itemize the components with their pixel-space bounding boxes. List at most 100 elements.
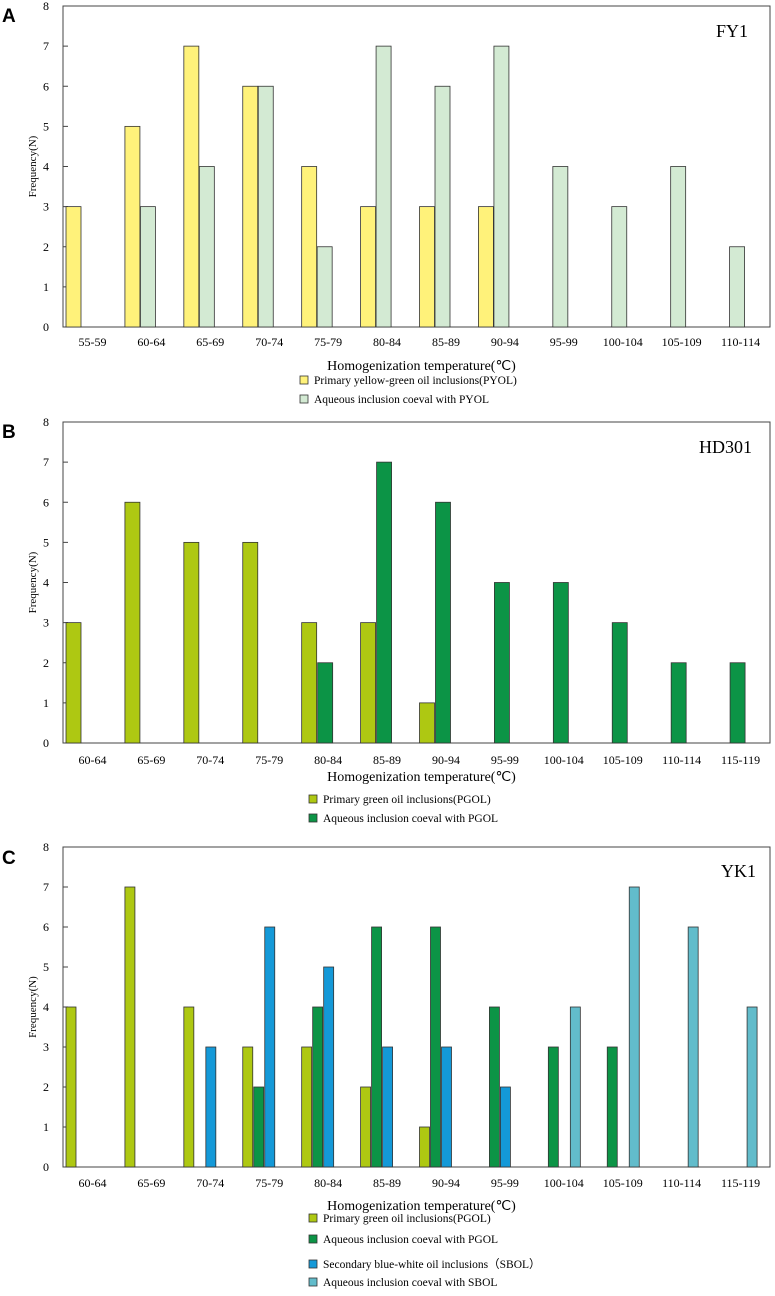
bar-a-s2-100-104 bbox=[611, 206, 628, 328]
well-title: HD301 bbox=[699, 437, 752, 457]
plot-frame bbox=[62, 421, 771, 744]
y-tick-label: 2 bbox=[43, 1080, 49, 1094]
x-tick-label: 100-104 bbox=[603, 335, 643, 349]
bar-b-s1-60-64 bbox=[65, 622, 82, 744]
x-tick-label: 85-89 bbox=[373, 1176, 401, 1190]
y-tick-label: 1 bbox=[43, 280, 49, 294]
plot-frame bbox=[62, 846, 771, 1168]
y-tick-label: 8 bbox=[43, 0, 49, 13]
y-tick-label: 0 bbox=[43, 736, 49, 750]
y-tick-label: 3 bbox=[43, 200, 49, 214]
bar-c-s2-75-79 bbox=[253, 1086, 265, 1168]
x-tick-label: 90-94 bbox=[432, 1176, 460, 1190]
x-tick-label: 100-104 bbox=[544, 753, 584, 767]
bar-a-s2-60-64 bbox=[140, 206, 156, 328]
x-tick-label: 110-114 bbox=[721, 335, 760, 349]
x-tick-label: 75-79 bbox=[314, 335, 342, 349]
bar-a-s2-105-109 bbox=[670, 166, 687, 328]
x-tick-label: 105-109 bbox=[603, 1176, 643, 1190]
bar-b-s2-85-89 bbox=[376, 461, 392, 744]
y-tick-label: 8 bbox=[43, 415, 49, 429]
bar-c-s4-115-119 bbox=[746, 1006, 758, 1168]
x-tick-label: 80-84 bbox=[373, 335, 401, 349]
bar-c-s3-95-99 bbox=[500, 1086, 511, 1168]
x-tick-label: 100-104 bbox=[544, 1176, 584, 1190]
y-tick-label: 3 bbox=[43, 1040, 49, 1054]
bar-c-s1-70-74 bbox=[183, 1006, 195, 1168]
x-tick-label: 105-109 bbox=[662, 335, 702, 349]
bar-a-s1-80-84 bbox=[360, 206, 376, 328]
y-tick-label: 7 bbox=[43, 39, 49, 53]
x-tick-label: 85-89 bbox=[432, 335, 460, 349]
x-tick-label: 65-69 bbox=[137, 1176, 165, 1190]
bar-a-s2-75-79 bbox=[316, 246, 333, 328]
well-title: YK1 bbox=[721, 861, 756, 881]
bar-b-s1-90-94 bbox=[419, 702, 435, 744]
panel-letter: C bbox=[2, 848, 16, 869]
bar-a-s1-55-59 bbox=[65, 206, 82, 328]
bar-a-s2-65-69 bbox=[198, 166, 215, 328]
bar-b-s2-100-104 bbox=[552, 582, 569, 744]
y-axis-title: Frequency(N) bbox=[27, 976, 39, 1038]
bar-a-s1-90-94 bbox=[478, 206, 494, 328]
bar-c-s2-95-99 bbox=[489, 1006, 500, 1168]
legend-swatch bbox=[308, 794, 318, 804]
legend-label: Primary green oil inclusions(PGOL) bbox=[323, 794, 491, 806]
legend-label: Aqueous inclusion coeval with SBOL bbox=[323, 1277, 497, 1289]
y-tick-label: 8 bbox=[43, 840, 49, 854]
legend-swatch bbox=[308, 1277, 318, 1287]
legend-swatch bbox=[299, 394, 309, 404]
bar-b-s1-85-89 bbox=[360, 622, 376, 744]
legend-swatch bbox=[308, 813, 318, 823]
x-tick-label: 105-109 bbox=[603, 753, 643, 767]
bar-c-s2-80-84 bbox=[312, 1006, 324, 1168]
y-tick-label: 6 bbox=[43, 920, 49, 934]
x-tick-label: 115-119 bbox=[721, 1176, 760, 1190]
bar-c-s4-100-104 bbox=[569, 1006, 581, 1168]
x-tick-label: 65-69 bbox=[196, 335, 224, 349]
legend-swatch bbox=[308, 1259, 318, 1269]
bar-a-s2-90-94 bbox=[493, 45, 510, 328]
bar-c-s3-75-79 bbox=[264, 926, 276, 1168]
x-tick-label: 70-74 bbox=[196, 1176, 224, 1190]
bar-b-s1-75-79 bbox=[242, 541, 259, 744]
chart-panel-a: 0 1 2 3 4 5 6 7 8 Frequency(N) 55-59 60-64 65-69 70-7… bbox=[2, 0, 771, 406]
legend-swatch bbox=[299, 375, 309, 385]
bar-a-s1-75-79 bbox=[301, 166, 318, 328]
x-axis-title: Homogenization temperature(℃) bbox=[327, 1199, 516, 1214]
x-tick-label: 90-94 bbox=[432, 753, 460, 767]
bar-a-s2-85-89 bbox=[434, 85, 451, 328]
bar-c-s1-80-84 bbox=[301, 1046, 313, 1168]
y-tick-label: 4 bbox=[43, 160, 49, 174]
bar-a-s1-70-74 bbox=[242, 85, 259, 328]
x-tick-label: 115-119 bbox=[721, 753, 760, 767]
x-tick-label: 95-99 bbox=[491, 1176, 519, 1190]
x-tick-label: 95-99 bbox=[550, 335, 578, 349]
x-tick-label: 65-69 bbox=[137, 753, 165, 767]
x-tick-label: 90-94 bbox=[491, 335, 519, 349]
y-tick-label: 0 bbox=[43, 320, 49, 334]
y-tick-label: 7 bbox=[43, 455, 49, 469]
legend-label: Primary yellow-green oil inclusions(PYOL… bbox=[314, 375, 517, 387]
x-tick-label: 60-64 bbox=[78, 1176, 106, 1190]
bar-c-s1-65-69 bbox=[124, 886, 136, 1168]
bar-b-s1-80-84 bbox=[301, 622, 318, 744]
bar-c-s3-80-84 bbox=[323, 966, 335, 1168]
y-tick-label: 6 bbox=[43, 79, 49, 93]
bar-c-s3-70-74 bbox=[205, 1046, 217, 1168]
x-tick-label: 85-89 bbox=[373, 753, 401, 767]
bar-b-s2-110-114 bbox=[670, 662, 687, 744]
y-tick-label: 4 bbox=[43, 1000, 49, 1014]
legend-label: Aqueous inclusion coeval with PGOL bbox=[323, 813, 498, 825]
bar-b-s2-115-119 bbox=[729, 662, 746, 744]
x-tick-label: 95-99 bbox=[491, 753, 519, 767]
bar-c-s4-105-109 bbox=[628, 886, 640, 1168]
bar-b-s1-70-74 bbox=[183, 541, 200, 744]
x-tick-label: 80-84 bbox=[314, 1176, 342, 1190]
bar-a-s1-85-89 bbox=[419, 206, 435, 328]
bar-a-s2-80-84 bbox=[375, 45, 392, 328]
y-tick-label: 4 bbox=[43, 576, 49, 590]
bar-b-s2-105-109 bbox=[611, 622, 628, 744]
bar-a-s2-70-74 bbox=[257, 85, 274, 328]
y-tick-label: 5 bbox=[43, 119, 49, 133]
